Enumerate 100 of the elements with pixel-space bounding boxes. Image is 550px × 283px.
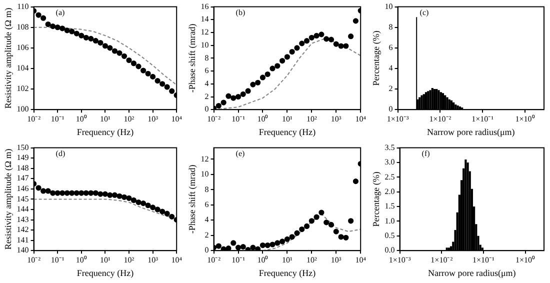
point [264,242,270,248]
point [69,190,75,196]
point [274,240,280,246]
point [304,223,310,230]
point [83,190,89,196]
point [160,81,166,87]
point [308,34,314,40]
point [230,95,236,101]
y-tick-label: 0 [204,104,209,114]
point [116,193,122,199]
point [130,197,137,204]
point [338,43,344,49]
point [60,26,66,32]
point [126,57,132,64]
point [160,208,166,214]
x-tick-label: 10⁻¹ [50,255,65,264]
point [260,242,266,248]
y-tick-label: 2 [204,92,209,101]
point [150,204,156,210]
point [216,243,222,249]
x-tick-label: 10³ [148,114,159,124]
point [107,45,113,51]
point [270,242,276,248]
x-tick-label: 1×10⁰ [515,114,535,124]
point [343,234,349,240]
point [112,48,118,54]
point [130,60,137,66]
y-tick-label: 144 [16,204,29,214]
point [107,192,113,198]
point [136,199,142,206]
point [348,34,354,40]
point [328,36,334,42]
y-tick-label: 142 [16,225,29,234]
y-tick-label: 104 [16,64,29,73]
y-tick-label: 108 [16,22,29,32]
annotation: (f) [422,148,430,158]
point [216,102,222,109]
y-tick-label: 10 [200,170,209,179]
x-tick-label: 10² [124,114,135,124]
point [338,234,344,240]
y-axis-title: Percentage (%) [370,172,381,227]
x-tick-label: 10⁰ [76,255,87,264]
y-tick-label: 1.0 [384,216,395,226]
x-axis-title: Frequency (Hz) [258,268,316,278]
y-tick-label: 12 [200,28,209,37]
x-axis-title: Frequency (Hz) [76,268,134,278]
y-tick-label: 0.5 [384,231,395,240]
point [324,36,330,42]
annotation: (a) [56,8,66,17]
y-tick-label: 6 [388,43,393,52]
point [164,210,170,216]
y-tick-label: 10 [200,40,209,50]
point [226,93,232,99]
x-tick-label: 10² [306,114,318,124]
point [83,34,89,40]
x-tick-label: 1×10⁻³ [386,114,410,124]
point [250,82,256,88]
point [78,190,84,196]
point [45,21,51,28]
point [270,66,276,72]
x-tick-label: 10⁴ [355,255,366,264]
y-tick-label: 149 [16,153,29,162]
point [299,226,305,232]
y-axis-title: -Phase shift (mrad) [186,24,197,93]
point [112,192,118,198]
y-tick-label: 145 [16,194,29,204]
y-tick-label: 12 [200,154,209,164]
point [121,53,128,59]
point [245,88,251,94]
y-tick-label: 2 [204,230,209,240]
point [98,191,104,197]
point [50,24,56,30]
y-tick-label: 2.0 [384,186,395,196]
x-tick-label: 10³ [330,114,342,124]
y-tick-label: 6 [204,200,209,210]
point [169,214,175,220]
point [284,236,290,242]
x-tick-label: 10⁰ [257,114,268,124]
point [280,58,286,64]
point [299,40,305,46]
y-tick-label: 4 [204,215,209,224]
y-tick-label: 10 [384,2,393,11]
y-tick-label: 8 [388,22,393,32]
x-tick-label: 10⁻² [207,114,222,124]
point [240,244,246,250]
point [352,178,359,184]
y-tick-label: 148 [16,163,29,172]
point [274,63,280,69]
x-axis-title: Narrow pore radius(μm) [427,126,515,137]
annotation: (e) [236,148,246,158]
point [352,18,359,24]
x-tick-label: 10¹ [100,255,111,264]
point [164,84,170,90]
y-tick-label: 0.0 [384,246,395,255]
point [45,188,51,194]
point [235,244,242,250]
y-tick-label: 140 [16,246,29,255]
point [121,194,128,200]
x-tick-label: 1×10⁻² [429,114,452,124]
x-tick-label: 10⁴ [171,114,182,124]
